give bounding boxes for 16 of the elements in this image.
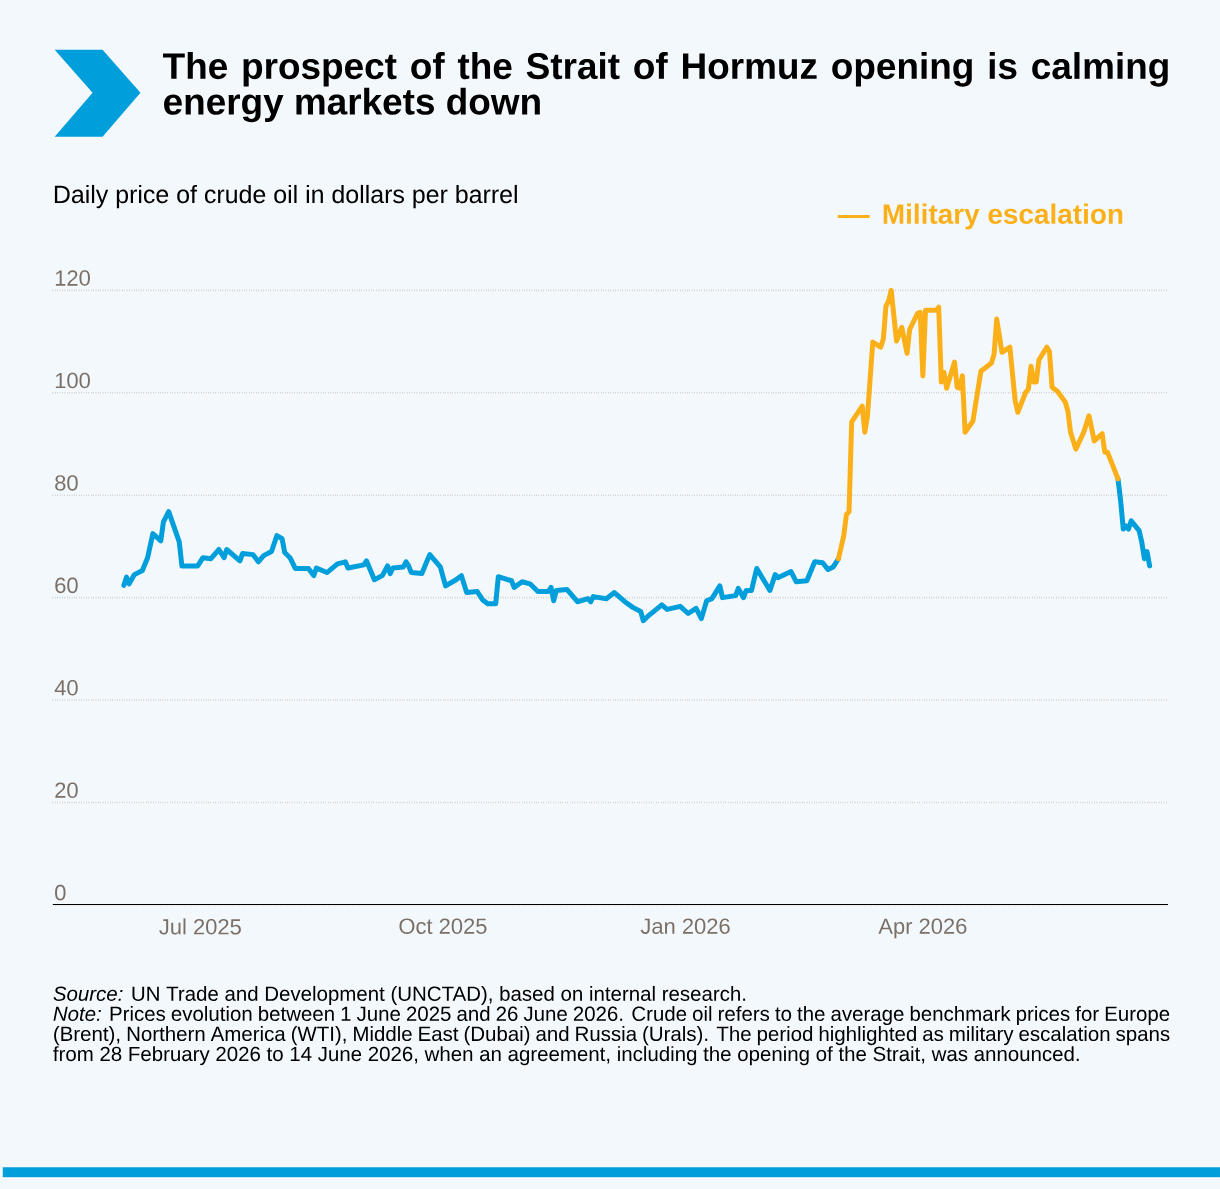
x-tick-label: Jul 2025: [159, 918, 241, 935]
y-tick-label: 120: [55, 270, 90, 286]
text: The prospect of the Strait of Hormuz opening is calming energy markets down: [163, 51, 1168, 123]
legend-label: Military escalation: [883, 203, 1123, 230]
y-tick-label: 100: [55, 372, 90, 389]
x-tick-label: Oct 2025: [399, 918, 487, 934]
y-tick-label: 20: [55, 782, 78, 798]
x-tick-label: Jan 2026: [640, 918, 730, 934]
y-tick-label: 80: [55, 475, 78, 491]
y-tick-label: 60: [55, 577, 78, 593]
y-tick-label: 0: [55, 884, 66, 901]
text: Source: UN Trade and Development (UNCTAD), based on internal research.: [53, 985, 746, 1005]
x-tick-label: Apr 2026: [878, 918, 967, 939]
text: Daily price of crude oil in dollars per barrel: [54, 184, 517, 209]
y-tick-label: 40: [54, 679, 78, 696]
text: Note: Prices evolution between 1 June 2025 and 26 June 2026. Crude oil refers to the average benchmark prices for Europe (Brent), Northern America (WTI), Middle East (Dubai) and Russia (Urals). The period highlighted as military escalation spans from 28 February 2026 to 14 June 2026, when an agreement, including the opening of the Strait, was announced.: [53, 1005, 1170, 1066]
